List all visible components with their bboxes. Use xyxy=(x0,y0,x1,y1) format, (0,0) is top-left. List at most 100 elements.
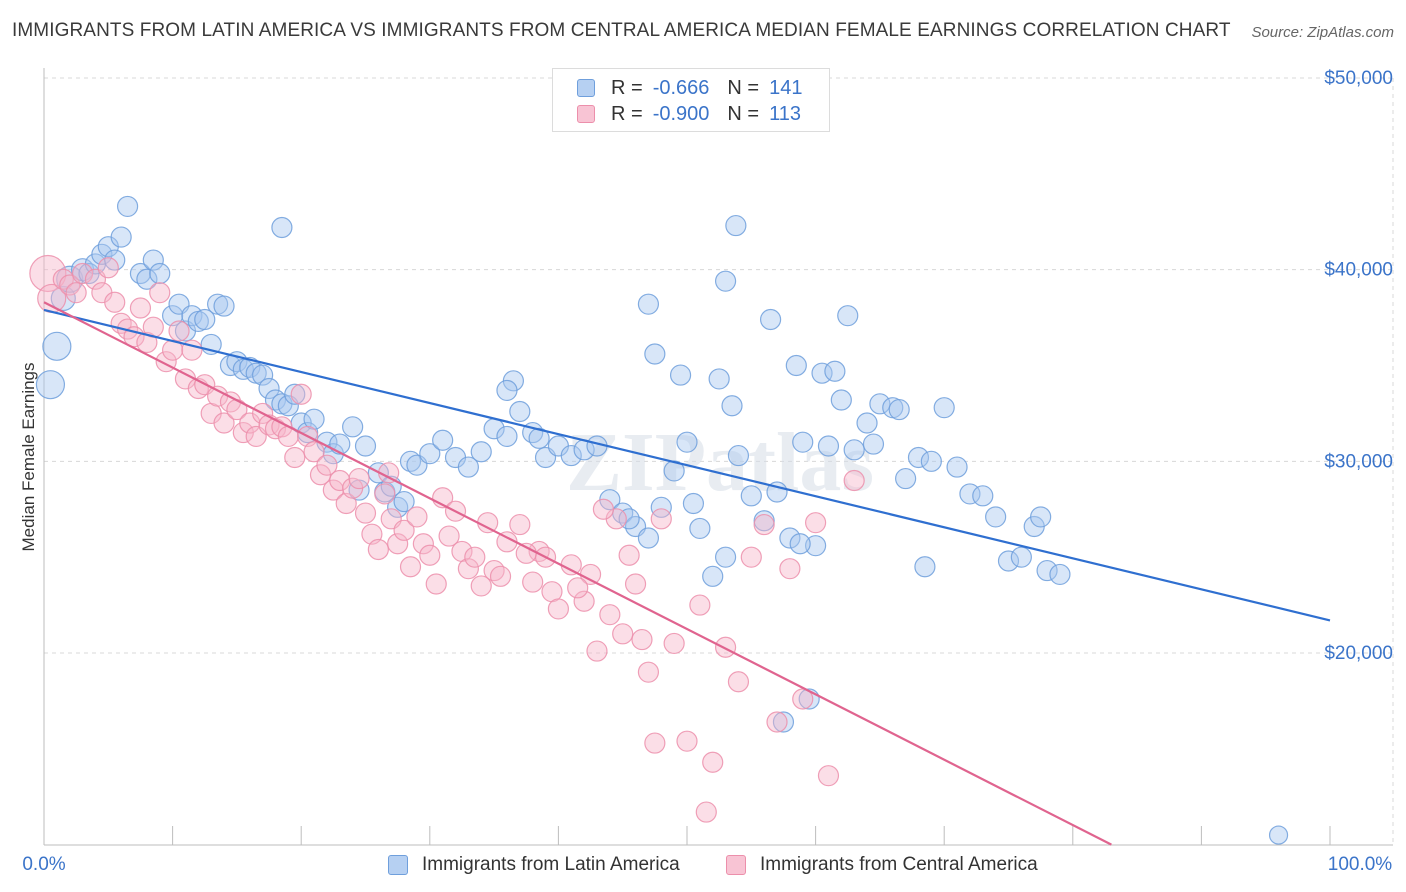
data-point-latin-america xyxy=(354,435,377,457)
data-point-latin-america xyxy=(560,444,582,467)
data-point-latin-america xyxy=(136,268,158,290)
data-point-latin-america xyxy=(740,485,762,507)
y-tick-label: $30,000 xyxy=(1324,451,1393,472)
legend-row-central-america: R = -0.900 N = 113 xyxy=(553,102,801,126)
data-point-latin-america xyxy=(759,308,782,331)
data-point-central-america xyxy=(612,623,634,645)
data-point-latin-america xyxy=(792,431,814,453)
data-point-central-america xyxy=(618,544,640,566)
data-point-latin-america xyxy=(496,425,518,448)
data-point-latin-america xyxy=(194,308,216,331)
data-point-central-america xyxy=(766,711,788,733)
data-point-latin-america xyxy=(1030,506,1052,528)
series-latin-america-points xyxy=(35,195,1289,845)
data-point-latin-america xyxy=(42,331,72,361)
data-point-latin-america xyxy=(419,443,441,465)
data-point-central-america xyxy=(573,590,595,612)
data-point-latin-america xyxy=(644,343,666,365)
data-point-latin-america xyxy=(663,460,685,482)
data-point-latin-america xyxy=(843,439,865,461)
data-point-latin-america xyxy=(856,412,878,434)
data-point-latin-america xyxy=(142,249,164,271)
data-point-central-america xyxy=(637,661,660,683)
data-point-latin-america xyxy=(496,379,518,402)
data-point-central-america xyxy=(348,467,370,490)
data-point-latin-america xyxy=(637,293,660,315)
data-point-latin-america xyxy=(342,416,364,438)
data-point-central-america xyxy=(689,594,711,616)
data-point-latin-america xyxy=(817,435,840,457)
series-central-america-points xyxy=(29,254,865,823)
x-tick-labels: 0.0% 100.0% xyxy=(22,854,1392,875)
data-point-latin-america xyxy=(830,389,852,411)
axes xyxy=(43,68,1393,846)
data-point-central-america xyxy=(702,751,724,773)
bottom-legend-latin-america: Immigrants from Latin America xyxy=(388,852,680,878)
data-point-latin-america xyxy=(725,214,747,237)
bottom-legend-label: Immigrants from Latin America xyxy=(422,854,680,875)
data-point-central-america xyxy=(509,513,531,536)
data-point-latin-america xyxy=(862,433,885,455)
data-point-central-america xyxy=(425,573,447,595)
data-point-central-america xyxy=(676,730,698,752)
legend-row-latin-america: R = -0.666 N = 141 xyxy=(553,76,802,100)
data-point-central-america xyxy=(843,469,865,492)
data-point-central-america xyxy=(367,538,389,561)
data-point-latin-america xyxy=(727,444,750,467)
data-point-central-america xyxy=(316,454,338,476)
data-point-central-america xyxy=(97,257,119,279)
data-point-latin-america xyxy=(35,370,66,400)
trend-lines xyxy=(43,301,1331,846)
data-point-latin-america xyxy=(637,527,660,549)
data-point-latin-america xyxy=(985,506,1007,528)
data-point-latin-america xyxy=(689,517,711,540)
data-point-latin-america xyxy=(129,262,152,285)
source-label: Source: ZipAtlas.com xyxy=(1251,24,1394,41)
data-point-latin-america xyxy=(116,195,139,218)
trend-line-central-america xyxy=(43,301,1112,846)
data-point-central-america xyxy=(695,801,717,823)
data-point-central-america xyxy=(631,628,653,651)
data-point-central-america xyxy=(817,765,840,787)
data-point-central-america xyxy=(406,506,428,528)
legend-swatch-pink xyxy=(577,105,595,123)
data-point-latin-america xyxy=(56,265,84,293)
data-point-latin-america xyxy=(284,383,306,405)
data-point-latin-america xyxy=(329,433,351,455)
data-point-latin-america xyxy=(181,305,203,327)
data-point-central-america xyxy=(586,640,608,662)
data-point-central-america xyxy=(387,533,409,555)
data-point-latin-america xyxy=(804,535,827,557)
data-point-latin-america xyxy=(702,565,724,587)
y-tick-label: $50,000 xyxy=(1324,68,1393,89)
data-point-central-america xyxy=(599,604,621,626)
data-point-central-america xyxy=(522,571,544,593)
data-point-central-america xyxy=(65,282,87,304)
legend-swatch-blue xyxy=(577,79,595,97)
data-point-central-america xyxy=(412,533,434,555)
x-tick-label-max: 100.0% xyxy=(1328,854,1393,875)
data-point-central-america xyxy=(644,732,666,754)
data-point-central-america xyxy=(547,598,570,620)
data-point-latin-america xyxy=(824,360,846,382)
data-point-latin-america xyxy=(110,226,132,248)
data-point-central-america xyxy=(457,558,479,580)
data-point-latin-america xyxy=(920,450,942,472)
data-point-central-america xyxy=(104,291,126,313)
data-point-latin-america xyxy=(393,490,415,513)
data-point-latin-america xyxy=(1010,546,1032,568)
data-point-central-america xyxy=(779,558,801,580)
bottom-legend-label: Immigrants from Central America xyxy=(760,854,1038,875)
data-point-latin-america xyxy=(387,496,409,518)
trend-line-latin-america xyxy=(43,308,1331,622)
data-point-central-america xyxy=(168,320,190,342)
data-point-central-america xyxy=(52,268,74,290)
data-point-latin-america xyxy=(869,393,891,415)
data-point-central-america xyxy=(489,565,512,587)
x-tick-label-min: 0.0% xyxy=(22,854,65,875)
data-point-latin-america xyxy=(682,492,705,515)
data-point-latin-america xyxy=(432,429,454,451)
data-point-central-america xyxy=(438,525,460,547)
y-axis-label: Median Female Earnings xyxy=(19,363,38,552)
